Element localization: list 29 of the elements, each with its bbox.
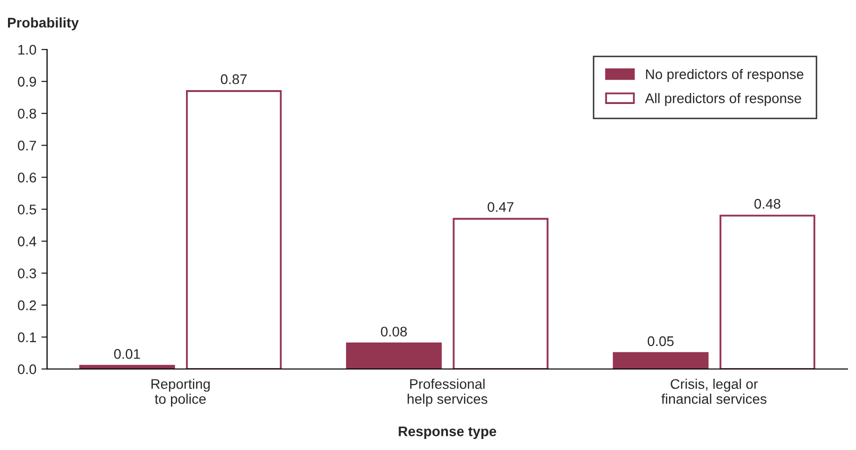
bar	[612, 352, 709, 369]
data-label: 0.08	[380, 326, 407, 337]
bar	[720, 214, 816, 369]
y-axis-title: Probability	[8, 17, 79, 30]
data-label: 0.48	[754, 198, 780, 209]
y-tick-label: 0.5	[18, 204, 36, 214]
y-tick-label: 0.7	[18, 140, 36, 151]
data-label: 0.05	[648, 336, 674, 346]
bar	[186, 90, 282, 369]
x-tick-label: Crisis, legal or financial services	[661, 378, 766, 404]
y-tick-label: 0.3	[18, 268, 36, 278]
y-tick-label: 0.6	[18, 172, 36, 182]
y-tick-label: 0.2	[18, 300, 36, 310]
y-tick-label: 1.0	[18, 44, 36, 55]
x-tick-label: Reporting to police	[152, 378, 210, 407]
data-label: 0.01	[114, 349, 140, 359]
x-tick-label: Professional help services	[408, 378, 488, 407]
y-tick-label: 0.8	[18, 108, 36, 119]
data-label: 0.47	[488, 202, 514, 212]
legend-label: All predictors of response	[644, 93, 802, 106]
y-tick-label: 0.0	[18, 364, 36, 374]
x-axis-title: Response type	[398, 426, 496, 440]
y-tick-label: 0.4	[18, 236, 36, 246]
data-label: 0.87	[220, 74, 247, 84]
y-tick-label: 0.1	[18, 332, 36, 342]
y-tick-label: 0.9	[18, 76, 36, 87]
bar	[346, 342, 442, 369]
legend-label: No predictors of response	[646, 68, 804, 82]
bar	[452, 218, 548, 369]
